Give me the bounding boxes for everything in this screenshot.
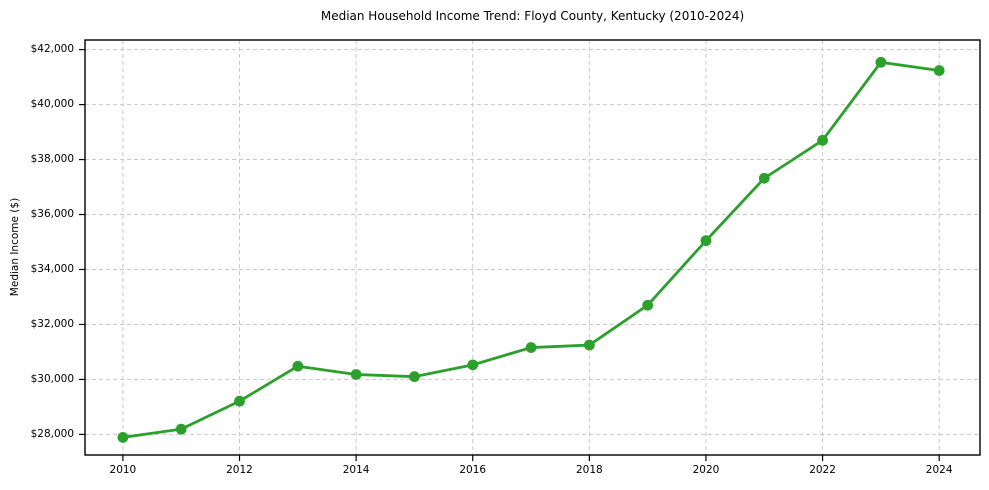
data-point-2010 [117, 432, 129, 443]
x-tick-label: 2010 [109, 464, 137, 476]
plot-border [84, 39, 981, 456]
data-point-2013 [292, 360, 304, 372]
data-point-2014 [350, 369, 362, 380]
data-point-2017 [525, 342, 537, 353]
x-tick-label: 2022 [809, 464, 836, 476]
y-tick-label: $32,000 [30, 317, 74, 330]
y-tick-label: $28,000 [30, 427, 74, 440]
chart-title: Median Household Income Trend: Floyd Cou… [320, 9, 745, 23]
x-tick-label: 2020 [692, 464, 720, 476]
data-point-2020 [700, 235, 712, 247]
x-tick-label: 2018 [575, 464, 603, 476]
y-tick-label: $30,000 [30, 372, 74, 385]
series-line [121, 60, 941, 439]
y-tick-label: $38,000 [30, 153, 74, 166]
data-point-2016 [467, 359, 479, 371]
data-point-2024 [933, 65, 945, 76]
x-tick-label: 2024 [925, 464, 953, 476]
data-point-2023 [875, 56, 887, 68]
y-tick-label: $34,000 [30, 262, 74, 275]
y-tick-label: $42,000 [30, 43, 74, 56]
x-tick-label: 2014 [342, 464, 370, 476]
data-point-2022 [817, 134, 828, 146]
data-point-2019 [642, 299, 654, 311]
data-point-2018 [583, 339, 595, 351]
data-point-2012 [234, 395, 245, 407]
x-tick-label: 2016 [459, 464, 487, 476]
y-tick-label: $36,000 [30, 208, 74, 221]
x-tick-label: 2012 [226, 464, 253, 476]
data-point-2011 [175, 423, 187, 435]
data-point-2015 [409, 371, 420, 383]
y-tick-label: $40,000 [30, 98, 74, 111]
data-point-2021 [758, 172, 770, 184]
